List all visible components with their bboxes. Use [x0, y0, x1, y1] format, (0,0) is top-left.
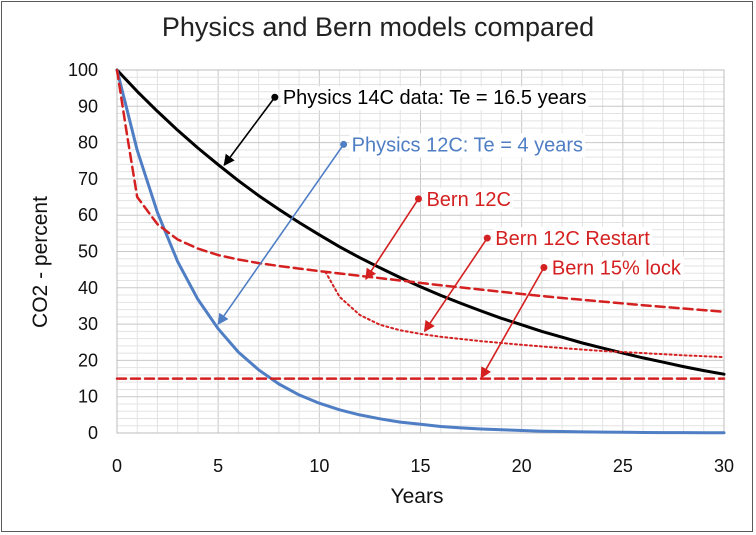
series-line-3 — [324, 270, 725, 359]
series-line-1 — [115, 68, 726, 435]
annotation-label-4: Bern 15% lock — [552, 257, 682, 279]
y-tick-label: 90 — [78, 96, 98, 116]
x-tick-label: 0 — [112, 456, 122, 476]
annotation-label-bg-2 — [424, 187, 513, 212]
annotation-label-1: Physics 12C: Te = 4 years — [352, 134, 583, 156]
series-line-2 — [115, 68, 726, 314]
x-tick-labels: 0 5 10 15 20 25 30 — [112, 456, 734, 476]
annotation-label-bg-3 — [493, 227, 653, 252]
annotation-arrow-1 — [217, 143, 345, 326]
y-tick-labels: 0 10 20 30 40 50 60 70 80 90 100 — [68, 60, 98, 443]
annotation-label-bg-4 — [549, 256, 684, 281]
annotation-arrow-4 — [480, 267, 545, 379]
annotation-dot-1 — [340, 140, 348, 148]
annotations-group: Physics 14C data: Te = 16.5 years Physics… — [217, 86, 684, 379]
y-tick-label: 80 — [78, 133, 98, 153]
x-tick-label: 10 — [309, 456, 329, 476]
chart-title: Physics and Bern models compared — [162, 12, 594, 42]
annotation-dot-0 — [271, 93, 279, 101]
annotation-dot-2 — [414, 195, 422, 203]
y-tick-label: 70 — [78, 169, 98, 189]
y-tick-label: 100 — [68, 60, 98, 80]
series-line-0 — [115, 68, 726, 376]
y-tick-label: 30 — [78, 314, 98, 334]
plot-area-border — [116, 69, 725, 434]
annotation-arrow-3 — [423, 237, 488, 333]
annotation-label-3: Bern 12C Restart — [495, 228, 650, 250]
y-axis-label: CO2 - percent — [29, 196, 52, 328]
series-group — [115, 68, 726, 435]
x-tick-label: 15 — [410, 456, 430, 476]
y-tick-label: 20 — [78, 350, 98, 370]
x-tick-label: 25 — [613, 456, 633, 476]
annotation-label-bg-1 — [349, 133, 586, 158]
x-tick-label: 30 — [714, 456, 734, 476]
annotation-arrow-0 — [223, 96, 276, 167]
y-tick-label: 0 — [88, 423, 98, 443]
x-tick-label: 20 — [512, 456, 532, 476]
annotation-label-bg-0 — [280, 86, 589, 111]
annotation-dot-3 — [483, 234, 491, 242]
annotation-dot-4 — [540, 263, 548, 271]
annotation-arrow-2 — [365, 198, 420, 281]
y-tick-label: 40 — [78, 278, 98, 298]
x-tick-label: 5 — [213, 456, 223, 476]
y-tick-label: 60 — [78, 205, 98, 225]
y-tick-label: 10 — [78, 387, 98, 407]
x-axis-label: Years — [391, 485, 444, 508]
annotation-label-0: Physics 14C data: Te = 16.5 years — [283, 87, 587, 109]
y-tick-label: 50 — [78, 242, 98, 262]
annotation-label-2: Bern 12C — [426, 189, 511, 211]
